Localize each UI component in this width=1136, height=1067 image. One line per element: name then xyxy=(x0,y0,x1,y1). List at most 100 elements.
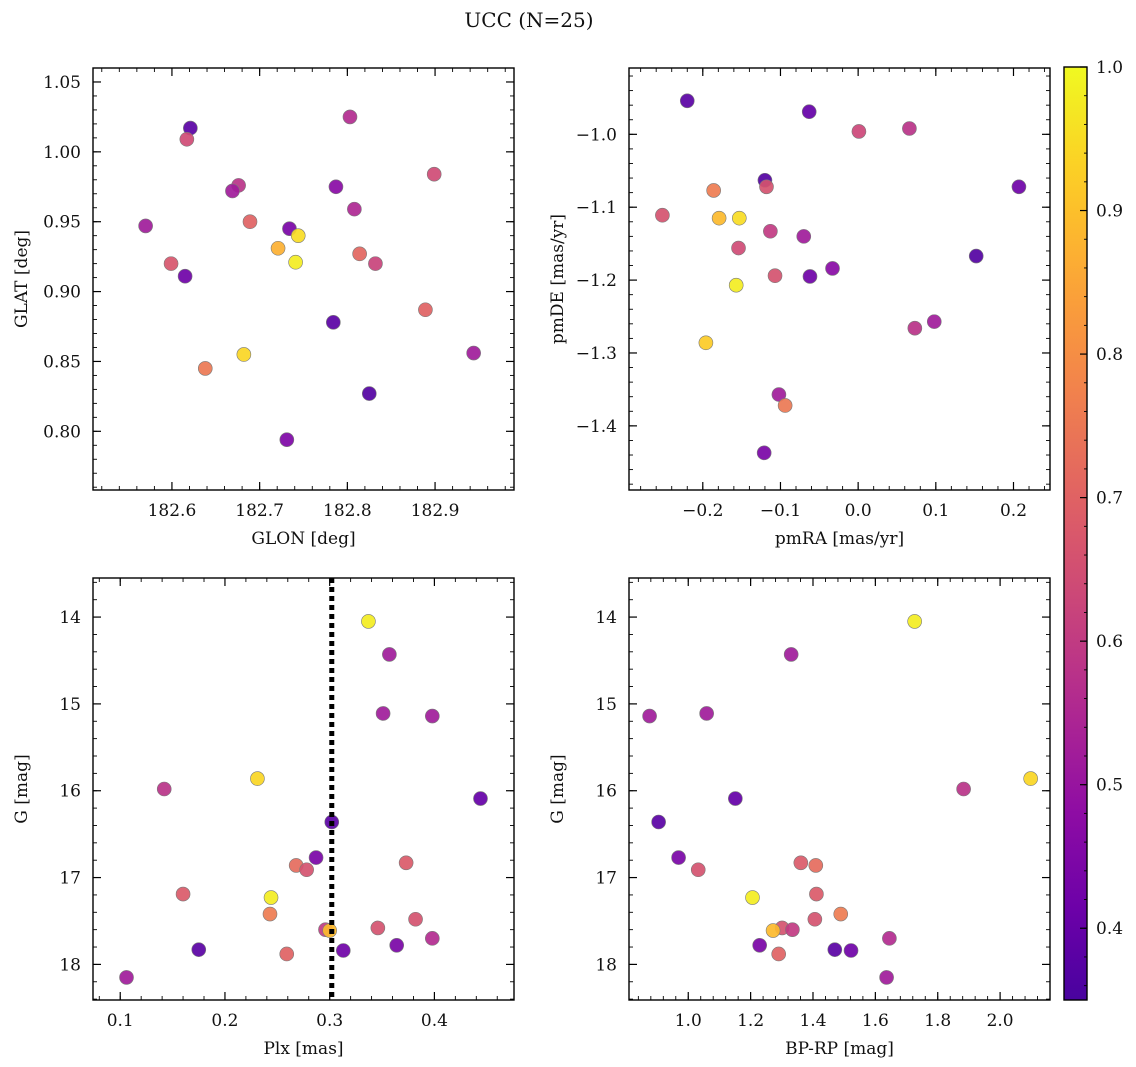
data-point xyxy=(347,201,362,217)
data-point xyxy=(745,890,760,905)
data-point xyxy=(968,248,984,264)
data-point xyxy=(361,386,377,401)
x-axis-label: BP-RP [mag] xyxy=(785,1039,894,1059)
data-point xyxy=(425,931,440,946)
x-tick-label: 0.3 xyxy=(316,1011,343,1031)
data-point xyxy=(242,214,258,230)
data-point xyxy=(793,855,809,871)
data-point xyxy=(902,121,917,136)
data-point xyxy=(756,445,772,461)
data-point xyxy=(361,614,376,629)
x-tick-label: 0.4 xyxy=(421,1011,448,1031)
data-point xyxy=(833,906,849,922)
data-point xyxy=(175,886,191,902)
data-point xyxy=(326,315,341,330)
y-tick-label: −1.1 xyxy=(576,198,617,218)
colorbar-tick-label: 0.9 xyxy=(1096,202,1123,222)
x-axis-label: pmRA [mas/yr] xyxy=(775,529,904,549)
data-point xyxy=(807,911,823,927)
y-tick-label: −1.2 xyxy=(576,271,617,291)
data-point xyxy=(236,347,252,362)
data-point xyxy=(783,647,799,662)
data-point xyxy=(425,708,440,724)
data-point xyxy=(290,228,306,243)
data-point xyxy=(771,387,787,402)
x-axis-label: GLON [deg] xyxy=(251,529,355,549)
ticks: 1.0 1.2 1.4 1.6 1.8 2.0 14 15 16 17 18 xyxy=(595,578,1051,1031)
axes-frame xyxy=(628,577,1051,1001)
data-point xyxy=(711,210,727,226)
data-point xyxy=(882,931,897,946)
data-point xyxy=(250,771,265,786)
y-tick-label: 14 xyxy=(595,608,617,628)
y-axis-label: pmDE [mas/yr] xyxy=(548,214,568,344)
data-point xyxy=(827,942,843,957)
data-point xyxy=(771,946,786,962)
data-point xyxy=(1011,179,1027,195)
data-point xyxy=(843,943,859,958)
y-tick-label: 0.95 xyxy=(43,213,81,233)
x-tick-label: 0.2 xyxy=(1000,501,1027,521)
data-point xyxy=(679,93,695,109)
data-point xyxy=(368,256,383,271)
x-tick-label: 182.6 xyxy=(148,501,197,521)
y-axis-label: G [mag] xyxy=(548,754,568,823)
data-point xyxy=(382,647,397,662)
data-point xyxy=(263,890,279,905)
x-tick-label: 1.4 xyxy=(799,1011,826,1031)
y-tick-label: −1.0 xyxy=(576,125,617,145)
data-point xyxy=(418,302,433,318)
data-point xyxy=(752,937,767,953)
data-point xyxy=(851,124,867,139)
y-tick-label: 17 xyxy=(59,869,81,889)
y-tick-label: 17 xyxy=(595,869,617,889)
y-tick-label: 16 xyxy=(595,782,617,802)
colorbar: 0.4 0.5 0.6 0.7 0.8 0.9 1.0 xyxy=(1063,58,1123,1001)
x-tick-label: −0.2 xyxy=(682,501,723,521)
y-axis-label: G [mag] xyxy=(12,754,32,823)
scatter-points xyxy=(119,614,488,985)
y-tick-label: 1.05 xyxy=(43,73,81,93)
y-tick-label: 18 xyxy=(59,955,81,975)
data-point xyxy=(907,614,922,629)
x-tick-label: 0.1 xyxy=(107,1011,134,1031)
data-point xyxy=(763,223,778,239)
data-point xyxy=(279,432,295,447)
y-tick-label: 0.85 xyxy=(43,352,81,372)
data-point xyxy=(156,781,172,797)
data-point xyxy=(335,943,351,958)
y-tick-label: 1.00 xyxy=(43,143,81,163)
data-point xyxy=(262,906,278,922)
data-point xyxy=(956,781,971,797)
data-point xyxy=(731,240,746,256)
x-tick-label: 0.0 xyxy=(845,501,872,521)
data-point xyxy=(706,183,721,198)
data-point xyxy=(352,246,367,262)
data-point xyxy=(802,269,818,284)
scatter-points xyxy=(642,614,1038,985)
data-point xyxy=(426,166,442,182)
axes-frame xyxy=(92,577,515,1001)
x-tick-label: 1.8 xyxy=(924,1011,951,1031)
data-point xyxy=(651,814,666,830)
colorbar-tick-label: 1.0 xyxy=(1096,58,1123,78)
y-tick-label: −1.4 xyxy=(576,417,617,437)
panel-plx-g: 0.1 0.2 0.3 0.4 14 15 16 17 18 Plx [mas] G [mag] xyxy=(12,577,515,1059)
data-point xyxy=(728,277,744,293)
data-point xyxy=(179,131,195,147)
data-point xyxy=(655,207,670,223)
data-point xyxy=(466,345,481,361)
y-tick-label: 18 xyxy=(595,955,617,975)
data-point xyxy=(731,210,747,226)
y-tick-label: 0.80 xyxy=(43,422,81,442)
data-point xyxy=(796,229,812,244)
y-tick-label: 14 xyxy=(59,608,81,628)
data-point xyxy=(907,320,923,336)
data-point xyxy=(270,240,286,256)
axes-frame xyxy=(628,67,1051,491)
data-point xyxy=(177,268,193,284)
data-point xyxy=(473,791,488,806)
panel-pmra-pmde: −0.2 −0.1 0.0 0.1 0.2 −1.4 −1.3 −1.2 −1.1 −1.0 pmR… xyxy=(548,67,1051,549)
colorbar-gradient xyxy=(1064,67,1087,1000)
